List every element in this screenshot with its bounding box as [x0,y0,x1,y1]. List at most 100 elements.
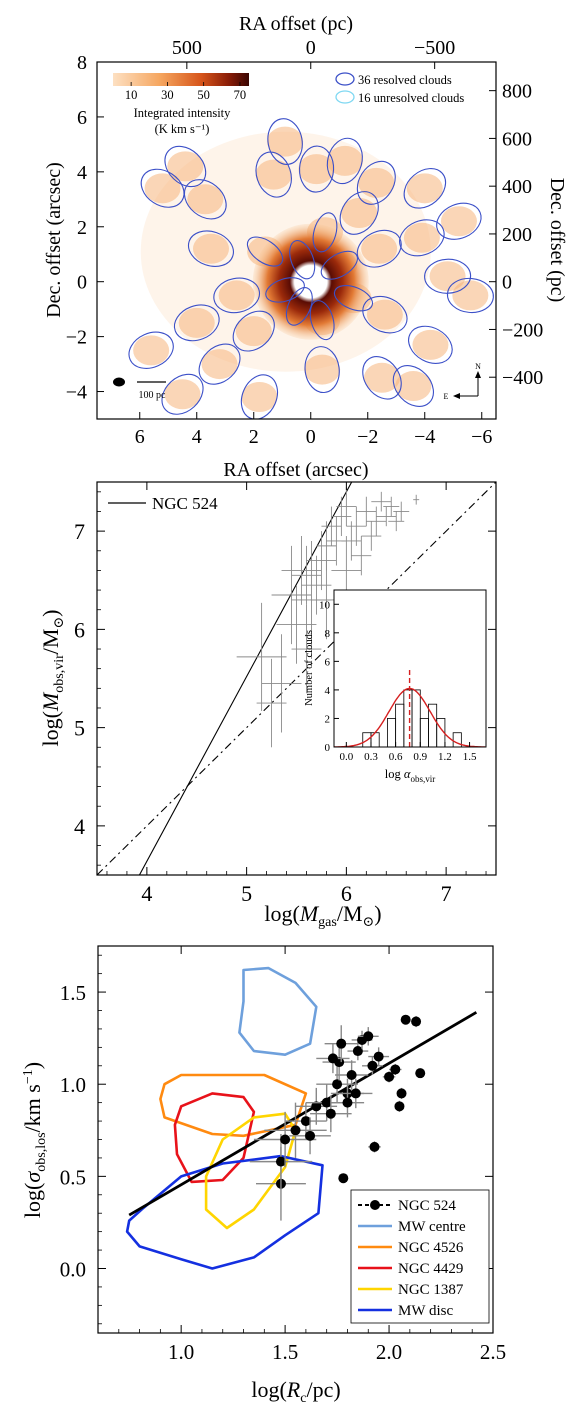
cloud-marker [325,1108,336,1119]
bot-xtick-label: 1.0 [168,1340,194,1364]
cloud-marker [342,1097,353,1108]
resolved-cloud [446,277,494,314]
resolved-cloud [339,191,379,235]
cloud-point [411,1016,422,1028]
top-pc-ytick-label: −200 [502,319,543,341]
top-xtick-label: −6 [471,426,492,448]
top-axes: 6 4 2 0 −2 −4 −6 −4 −2 0 2 4 6 8 500 0 −500 800 600 400 200 0… [66,37,544,448]
top-xtick-label: −2 [357,426,378,448]
cloud-marker [350,1088,361,1099]
mass-point [271,545,312,645]
resolved-cloud [424,258,472,294]
bot-legend-box [350,1189,490,1324]
mass-point [236,602,287,711]
resolved-cloud [362,356,402,400]
cloud-emission [358,167,395,198]
compass-east-label: E [444,392,449,401]
resolved-cloud [356,160,396,205]
inset-frame [333,589,487,748]
cloud-marker [332,1079,343,1090]
inset-xtick-label: 0.6 [389,751,403,763]
cloud-point [368,1141,381,1153]
cloud-emission [326,145,363,176]
top-pc-ytick-label: 600 [502,128,532,150]
inset-ytick-label: 8 [325,628,331,640]
cloud-point [415,1068,426,1079]
top-pc-ytick-label: −400 [502,367,543,389]
size-linewidth-fit-line [128,1011,478,1217]
mass-point [341,521,362,561]
cloud-emission [364,362,400,393]
inset-xtick-label: 1.5 [463,751,477,763]
mass-point [306,531,337,591]
cloud-emission [267,126,304,157]
resolved-cloud [298,145,335,193]
top-ytick-label: 4 [77,162,87,184]
mid-ytick-label: 7 [74,519,85,544]
top-ytick-label: 2 [77,217,87,239]
top-ylabel-arcsec: Dec. offset (arcsec) [43,162,65,318]
cloud-marker [373,1051,384,1062]
cloud-marker [396,1088,407,1099]
resolved-cloud [356,229,402,268]
top-xtick-label: 6 [135,426,145,448]
mid-legend-label: NGC 524 [152,494,218,513]
cloud-marker [305,1130,316,1141]
bot-ytick-label: 0.0 [60,1258,86,1282]
cloud-emission [366,299,403,330]
resolved-cloud [183,179,227,220]
resolved-cloud [304,346,340,394]
compass-east-head [453,393,460,399]
cloud-point [400,1014,411,1025]
inset-xtick-label: 1.2 [438,751,452,763]
inset-ytick-label: 4 [325,685,331,697]
cloud-marker [327,1053,338,1064]
bot-ylabel: log(σobs,los/km s−1) [20,1062,49,1218]
inset-ytick-label: 2 [325,713,331,725]
top-pc-ytick-label: 400 [502,176,532,198]
top-xtick-label: 0 [306,426,316,448]
bot-legend: NGC 524 MW centre NGC 4526 NGC 4429 NGC 1387… [358,1198,466,1319]
cloud-emission [241,382,278,413]
size-linewidth-panel: 1.0 1.5 2.0 2.5 0.0 0.5 1.0 1.5 NGC 524 MW centr… [20,945,506,1406]
inset-ytick-label: 10 [319,599,331,611]
top-xtick-label: 2 [249,426,259,448]
mass-point [413,494,420,505]
bot-xtick-label: 1.5 [272,1340,298,1364]
mid-xtick-label: 4 [141,881,152,906]
mid-axes: 4 4 5 5 6 6 7 7 [74,482,496,906]
cloud-marker [275,1156,286,1167]
mass-point [321,506,342,546]
ngc524-cloud-points [249,1014,426,1221]
cloud-marker [346,1070,357,1080]
resolved-cloud [436,202,482,240]
cloud-marker [352,1046,363,1057]
region-mw-disc [125,1154,324,1270]
cloud-point [249,1133,313,1190]
legend-marker-ngc524 [370,1200,380,1210]
top-xtick-label: −4 [414,426,435,448]
scale-bar-label: 100 pc [139,390,167,401]
mass-point [388,511,405,532]
cloud-marker [415,1068,426,1079]
cloud-emission [341,198,378,229]
cloud-emission [304,354,341,385]
beam-ellipse [113,377,125,387]
colorbar-tick-label: 30 [161,88,174,102]
bot-legend-label: MW disc [398,1303,453,1319]
resolved-cloud [326,137,363,185]
mid-ytick-label: 4 [74,814,85,839]
emission-map [133,126,489,413]
resolved-cloud [309,300,335,341]
mid-ytick-label: 6 [74,617,85,642]
compass-north-head [475,371,481,378]
comparison-contours [125,966,324,1270]
colorbar-tick-label: 50 [197,88,210,102]
cloud-marker [321,1097,332,1108]
legend-label-unresolved: 16 unresolved clouds [358,91,464,105]
cloud-emission [403,222,440,253]
legend-marker-unresolved [335,90,355,104]
top-xlabel-pc: RA offset (pc) [239,13,353,35]
inset-axes: 0.0 0.3 0.6 0.9 1.2 1.5 0 2 4 6 8 10 [319,599,477,763]
